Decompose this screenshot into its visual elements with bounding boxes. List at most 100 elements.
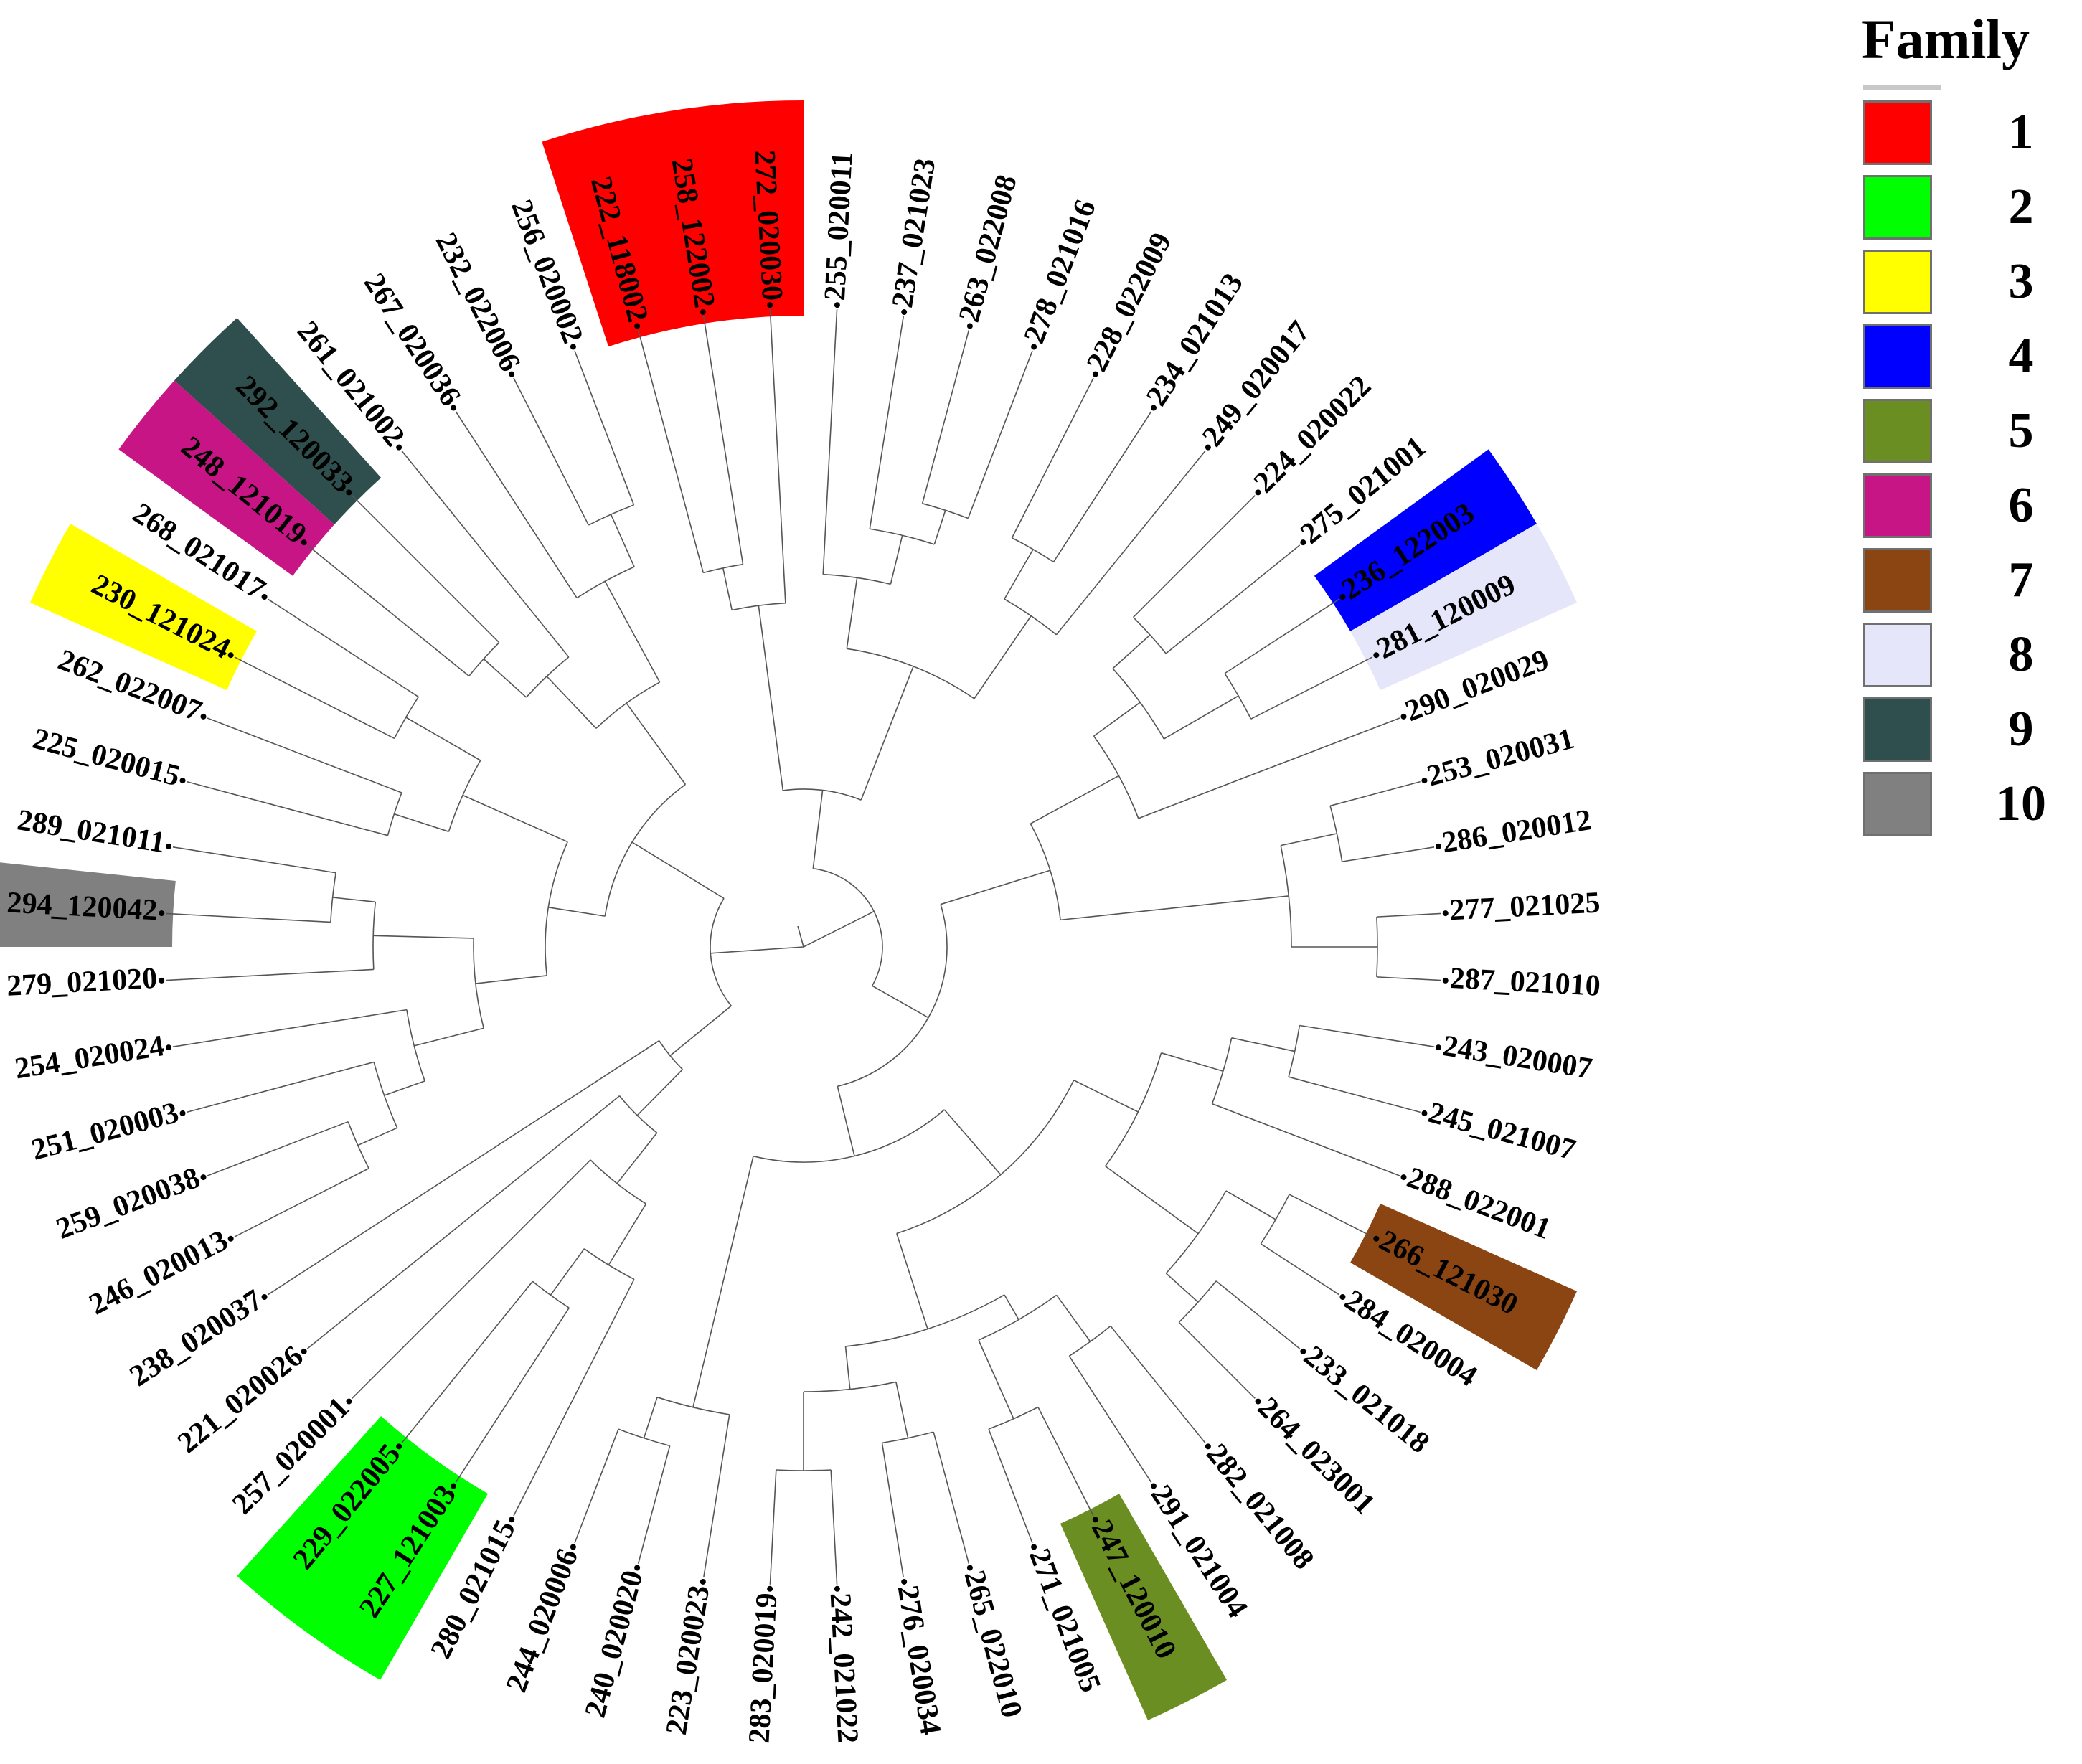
leaf-node [451,405,457,411]
branch-arc [783,788,862,801]
internal-branch [837,1086,855,1156]
leaf-branch [988,1428,1033,1544]
leaf-branch [1288,1076,1421,1113]
internal-branch [475,975,547,984]
internal-branch [610,514,635,567]
legend-item-6: 6 [1863,473,2071,542]
internal-branch [933,510,946,545]
leaf-node [227,1235,234,1242]
branch-arc [837,904,948,1088]
legend-swatch [1863,623,1932,687]
branch-arc [576,566,635,599]
internal-branch [1093,702,1141,737]
leaf-node [166,1044,172,1051]
leaf-node [509,1517,515,1523]
leaf-node [1031,1544,1037,1550]
leaf-label: 283_020019 [743,1592,783,1744]
leaf-branch [234,656,395,740]
leaf-branch [637,330,705,573]
leaf-node [301,1348,307,1354]
branch-arc [703,563,743,574]
family-highlight [0,862,176,947]
legend-label: 7 [2008,552,2034,608]
family-highlight [174,318,382,525]
branch-arc [896,1080,1075,1235]
leaf-node [700,309,706,316]
leaf-node [700,1578,706,1585]
leaf-node [179,778,186,784]
leaf-node [901,1578,908,1585]
internal-branch [1056,1294,1091,1342]
internal-branch [414,1027,484,1047]
branch-arc [803,1381,897,1392]
leaf-node [570,1544,576,1550]
legend-item-9: 9 [1863,697,2071,766]
leaf-branch [455,411,578,599]
leaf-branch [455,1307,570,1483]
leaf-branch [1250,656,1373,720]
family-highlight [118,380,335,576]
branch-arc [1105,1052,1162,1167]
leaf-label: 243_020007 [1441,1029,1595,1085]
leaf-label: 244_020006 [500,1544,585,1697]
legend-swatch [1863,250,1932,314]
family-highlight [1314,449,1537,631]
leaf-branch [306,1095,621,1349]
legend-item-7: 7 [1863,548,2071,617]
leaf-label: 223_020023 [660,1583,716,1737]
internal-branch [636,1069,683,1116]
leaf-node [1255,489,1261,496]
legend-item-2: 2 [1863,175,2071,244]
internal-branch [890,535,903,585]
branch-arc [604,783,686,917]
internal-branch [405,717,481,761]
leaf-branch [1110,1325,1206,1444]
leaf-branch [822,309,838,575]
leaf-label: 255_020011 [819,151,859,301]
internal-branch [332,897,376,903]
internal-branch [357,1127,397,1146]
leaf-branch [637,1445,671,1564]
internal-branch [710,946,804,954]
legend-swatch [1863,175,1932,240]
internal-branch [812,790,824,869]
internal-branch [895,1382,909,1438]
branch-arc [823,573,891,585]
leaf-node [834,1585,840,1592]
leaf-node [1339,594,1346,600]
branch-arc [1112,668,1164,740]
leaf-node [966,1565,973,1571]
leaf-branch [1212,1103,1400,1176]
internal-branch [860,666,914,801]
branch-arc [1329,806,1343,862]
leaf-node [1205,1443,1211,1450]
leaf-node [966,323,973,329]
internal-branch [394,813,449,833]
leaf-label: 242_021022 [824,1592,865,1744]
leaf-label: 272_020030 [748,149,788,301]
internal-branch [1161,1052,1224,1072]
leaf-label: 263_022008 [953,171,1024,326]
internal-branch [1280,833,1337,846]
leaf-label: 245_021007 [1425,1096,1579,1167]
leaf-label: 246_020013 [84,1224,233,1321]
leaf-node [1300,539,1306,546]
leaf-branch [513,1278,635,1517]
branch-arc [406,1009,425,1082]
leaf-node [1300,1348,1306,1354]
leaf-label: 278_021016 [1018,195,1103,348]
leaf-node [346,489,352,496]
leaf-node [1435,843,1441,849]
leaf-node [1400,1174,1407,1181]
leaf-node [1255,1398,1261,1405]
leaf-label: 289_021011 [15,803,167,859]
internal-branch [1073,1080,1139,1113]
leaf-branch [1138,717,1400,819]
leaf-node [1442,910,1449,917]
leaf-label: 279_021020 [6,962,158,1003]
legend-swatch [1863,473,1932,538]
internal-branch [940,869,1051,905]
leaf-node [1400,713,1407,720]
leaf-branch [234,1168,369,1237]
legend-label: 6 [2008,478,2034,533]
